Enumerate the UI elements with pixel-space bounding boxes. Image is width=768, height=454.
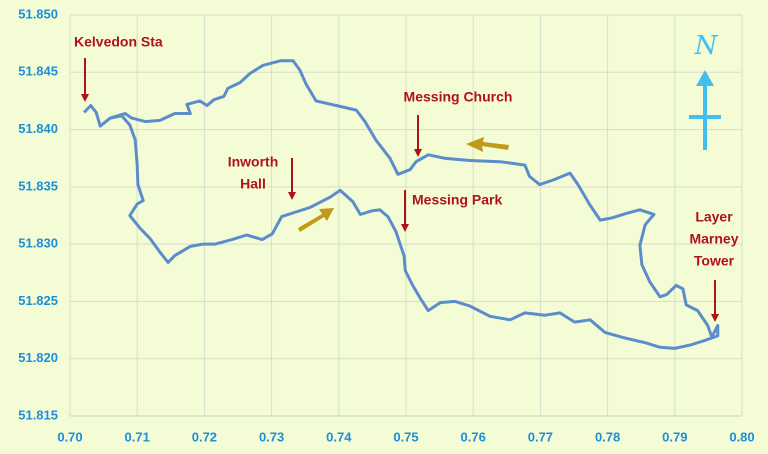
x-tick-label: 0.73 [259, 429, 284, 444]
annotation-label: Messing Church [404, 89, 513, 105]
y-tick-label: 51.825 [18, 293, 58, 308]
y-tick-label: 51.845 [18, 64, 58, 79]
x-tick-label: 0.74 [326, 429, 352, 444]
y-tick-label: 51.830 [18, 236, 58, 251]
direction-arrow [298, 208, 334, 232]
compass-label: N [694, 31, 719, 61]
y-tick-label: 51.850 [18, 6, 58, 21]
x-tick-label: 0.77 [528, 429, 553, 444]
x-tick-label: 0.72 [192, 429, 217, 444]
compass-head [696, 70, 714, 86]
x-tick-label: 0.70 [57, 429, 82, 444]
annotation-label: Inworth [228, 154, 279, 170]
x-tick-label: 0.80 [729, 429, 754, 444]
direction-arrow [466, 137, 509, 152]
labels: 51.815 51.820 51.825 51.830 51.835 51.840 51.8… [18, 6, 754, 444]
annotation-label: Marney [689, 231, 738, 247]
route-line [83, 59, 720, 350]
x-tick-label: 0.76 [461, 429, 486, 444]
y-tick-label: 51.815 [18, 407, 58, 422]
annotation-label: Messing Park [412, 192, 502, 208]
annotation-label: Layer [695, 209, 733, 225]
route [83, 59, 720, 350]
x-tick-label: 0.75 [393, 429, 418, 444]
x-tick-label: 0.79 [662, 429, 687, 444]
annotation-label: Hall [240, 176, 266, 192]
y-tick-label: 51.835 [18, 178, 58, 193]
y-tick-label: 51.840 [18, 121, 58, 136]
x-tick-label: 0.71 [125, 429, 150, 444]
y-tick-label: 51.820 [18, 350, 58, 365]
x-tick-label: 0.78 [595, 429, 620, 444]
annotation-label: Kelvedon Sta [74, 34, 163, 50]
annotation-label: Tower [694, 253, 735, 269]
